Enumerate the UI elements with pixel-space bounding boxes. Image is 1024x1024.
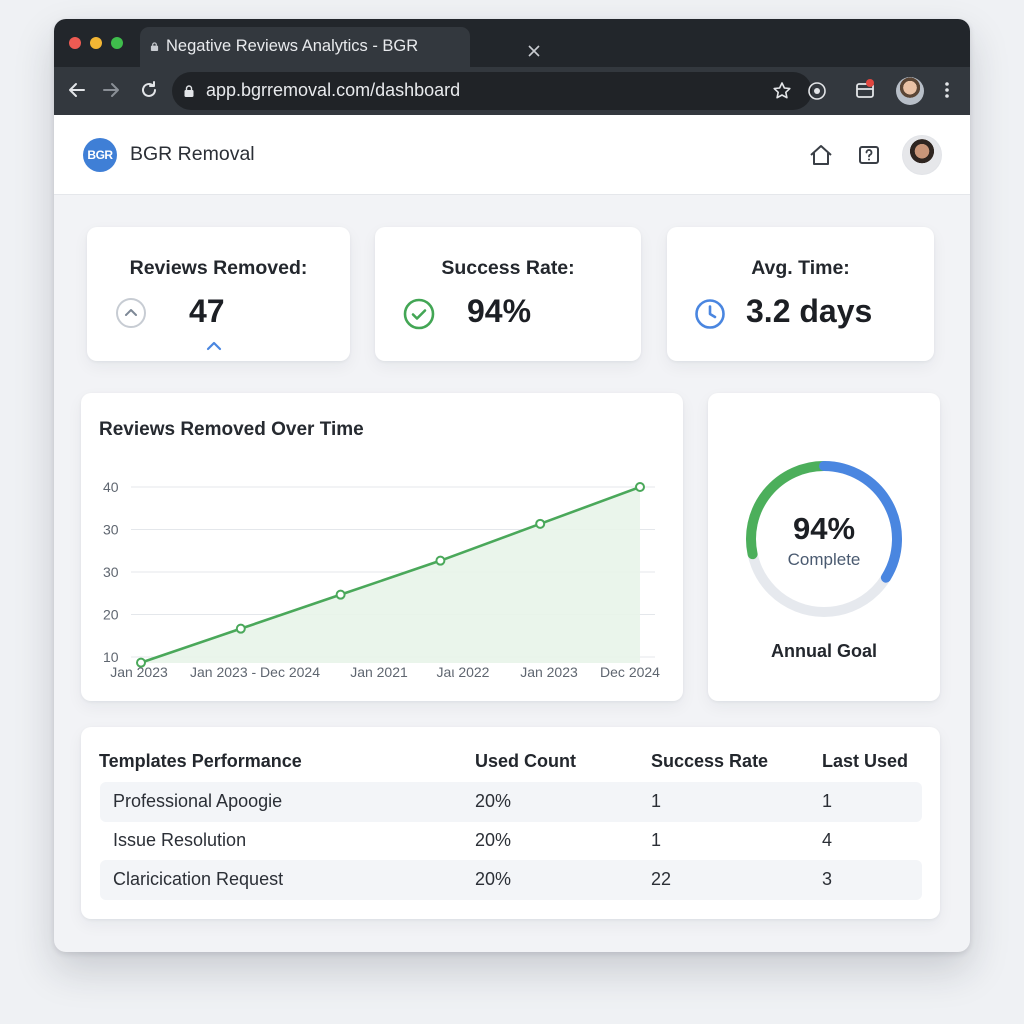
table-row[interactable]: Claricication Request 20% 22 3	[100, 860, 922, 900]
data-point	[335, 589, 346, 600]
tab-title: Negative Reviews Analytics - BGR	[166, 37, 419, 55]
used-count: 20%	[475, 791, 512, 811]
table-title: Templates Performance	[99, 751, 302, 771]
x-tick-label: Jaι 2022	[437, 664, 490, 680]
url-field[interactable]: app.bgrremoval.com/dashboard	[172, 72, 826, 110]
reviews-removed-card: Reviews Removed: 47	[87, 227, 350, 361]
goal-percent: 94%	[792, 511, 856, 546]
url-text: app.bgrremoval.com/dashboard	[206, 80, 461, 100]
x-tick-label: Jan 2021	[350, 664, 408, 680]
data-point	[136, 657, 146, 668]
annual-goal-card: 94% Complete Annual Goal	[708, 393, 940, 701]
forward-arrow-icon[interactable]	[100, 79, 122, 101]
goal-caption: Annual Goal	[770, 641, 877, 661]
clock-icon	[695, 299, 725, 329]
table-row[interactable]: Issue Resolution 20% 1 4	[100, 821, 922, 861]
user-avatar[interactable]	[902, 135, 942, 175]
success-rate-label: Success Rate:	[441, 257, 575, 279]
y-tick-label: 40	[103, 479, 119, 495]
check-circle-icon	[403, 298, 435, 330]
reviews-removed-label: Reviews Removed:	[129, 257, 308, 279]
browser-menu-icon[interactable]	[936, 79, 958, 101]
goal-progress-ring	[746, 461, 902, 617]
minimize-window-button[interactable]	[90, 37, 102, 49]
success-rate: 1	[651, 791, 662, 811]
templates-performance-card: Templates Performance Used Count Success…	[81, 727, 940, 919]
avg-time-card: Avg. Time: 3.2 days	[667, 227, 934, 361]
data-point	[435, 555, 446, 566]
last-used: 3	[822, 869, 833, 889]
back-arrow-icon[interactable]	[66, 79, 88, 101]
y-tick-label: 10	[103, 649, 119, 665]
last-used: 1	[822, 791, 833, 811]
used-count: 20%	[475, 830, 512, 850]
y-tick-label: 20	[103, 607, 119, 623]
avg-time-value: 3.2 days	[746, 293, 873, 329]
home-icon[interactable]	[808, 142, 834, 168]
lock-icon	[150, 42, 159, 51]
trend-up-icon	[206, 341, 222, 351]
x-tick-label: Jan 2023	[110, 664, 168, 680]
reviews-over-time-card: Reviews Removed Over Time 40 30 30 20 10 Jan …	[81, 393, 683, 701]
chevron-up-icon	[116, 298, 146, 328]
goal-status: Complete	[787, 550, 861, 569]
help-icon[interactable]	[856, 142, 882, 168]
x-tick-label: Jan 2023	[520, 664, 578, 680]
success-rate: 22	[651, 869, 672, 889]
tab-search-icon[interactable]	[854, 79, 876, 101]
used-count: 20%	[475, 869, 512, 889]
table-row[interactable]: Professional Apoogie 20% 1 1	[100, 782, 922, 822]
x-tick-label: Dec 2024	[600, 664, 660, 680]
column-header-used-count[interactable]: Used Count	[475, 751, 576, 771]
avg-time-label: Avg. Time:	[751, 257, 850, 279]
area-fill	[141, 487, 640, 663]
secure-lock-icon	[184, 85, 194, 97]
success-rate-card: Success Rate: 94%	[375, 227, 641, 361]
ring-progress-blue	[819, 461, 902, 583]
series-line	[140, 485, 641, 664]
maximize-window-button[interactable]	[111, 37, 123, 49]
success-rate-value: 94%	[467, 293, 532, 329]
column-header-success-rate[interactable]: Success Rate	[651, 751, 769, 771]
brand-name: BGR Removal	[130, 143, 255, 165]
address-bar: app.bgrremoval.com/dashboard	[54, 67, 970, 115]
column-header-last-used[interactable]: Last Used	[822, 751, 909, 771]
app-header: BGR BGR Removal	[54, 115, 970, 195]
template-name: Professional Apoogie	[113, 791, 283, 811]
browser-tab[interactable]: Negative Reviews Analytics - BGR	[140, 27, 540, 67]
x-tick-label: Jan 2023 - Dec 2024	[190, 664, 320, 680]
ring-progress-green	[746, 461, 829, 560]
tab-bar: Negative Reviews Analytics - BGR	[54, 19, 970, 67]
close-tab-icon[interactable]	[528, 45, 540, 57]
template-name: Claricication Request	[113, 869, 284, 889]
data-point	[635, 482, 645, 492]
bookmark-star-icon[interactable]	[771, 80, 793, 102]
browser-window: Negative Reviews Analytics - BGR app.bgr…	[54, 19, 970, 952]
success-rate: 1	[651, 830, 662, 850]
extension-icon[interactable]	[806, 80, 828, 102]
close-window-button[interactable]	[69, 37, 81, 49]
reload-icon[interactable]	[138, 79, 160, 101]
y-tick-label: 30	[103, 564, 119, 580]
last-used: 4	[822, 830, 833, 850]
reviews-removed-value: 47	[189, 293, 225, 329]
browser-profile-avatar[interactable]	[896, 77, 924, 105]
data-point	[235, 623, 246, 634]
brand-logo[interactable]: BGR	[83, 138, 117, 172]
template-name: Issue Resolution	[113, 830, 247, 850]
chart-title: Reviews Removed Over Time	[99, 419, 364, 440]
data-point	[535, 518, 546, 529]
y-tick-label: 30	[103, 522, 119, 538]
